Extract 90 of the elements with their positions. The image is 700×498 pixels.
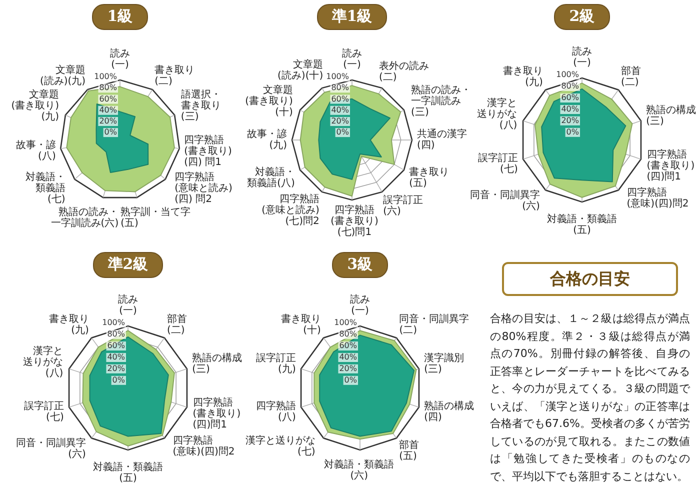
spoke-label: 書き取り (五) bbox=[409, 166, 450, 190]
y-tick-label: 100% bbox=[102, 318, 126, 328]
spoke-label: 語選択・書き取り (三) bbox=[180, 88, 221, 123]
spoke-label: 書き取り (二) bbox=[154, 64, 195, 88]
spoke-label: 共通の漢字 (四) bbox=[417, 128, 467, 152]
y-tick-label: 20% bbox=[107, 364, 126, 374]
spoke-label: 対義語・類義語 (六) bbox=[324, 458, 394, 482]
spoke-label: 文章題 (読み)(九) bbox=[40, 64, 86, 88]
spoke-label: 誤字訂正 (六) bbox=[383, 194, 424, 217]
spoke-label: 誤字訂正 (七) bbox=[478, 152, 518, 176]
y-tick-label: 0% bbox=[104, 128, 118, 137]
spoke-label: 故事・諺 (九) bbox=[247, 128, 288, 152]
y-tick-label: 0% bbox=[566, 127, 580, 136]
y-tick-label: 60% bbox=[107, 341, 126, 350]
spoke-label: 読み (一) bbox=[118, 294, 138, 317]
y-tick-label: 20% bbox=[331, 116, 350, 126]
spoke-label: 熟語の構成 (四) bbox=[424, 400, 474, 424]
y-tick-label: 60% bbox=[339, 341, 358, 350]
y-tick-label: 80% bbox=[331, 83, 350, 92]
spoke-label: 四字熟語 (八) bbox=[256, 400, 296, 424]
spoke-label: 対義語・類義語 (五) bbox=[93, 460, 163, 484]
spoke-label: 漢字と送りがな (七) bbox=[245, 434, 316, 458]
spoke-label: 書き取り (十) bbox=[280, 312, 322, 336]
spoke-label: 対義語・類義語 (五) bbox=[547, 212, 617, 236]
y-tick-label: 0% bbox=[344, 375, 358, 384]
spoke-label: 四字熟語 (意味)(四)問2 bbox=[172, 434, 235, 458]
spoke-label: 部首 (二) bbox=[166, 312, 187, 336]
text: 合格の目安は、１～２級は総得点が満点の80%程度。準２・３級は総得点が満点の70%。別冊付録の解答後、自身の正答率とレーダーチャートを比べてみると、今の力が見えてくる。３級の問題でいえば、「漢字と送りがな」の正答率は合格者でも67.6%。受検者の多くが苦労しているのが見て取れる。またこの数値は「勉強してきた受検者」のものなので、平均以下でも落胆することはない。 bbox=[490, 312, 690, 482]
spoke-label: 誤字訂正 (九) bbox=[256, 352, 296, 375]
y-tick-label: 60% bbox=[561, 93, 580, 102]
chart-title: 3級 bbox=[332, 252, 388, 278]
spoke-label: 熟語の読み・一字訓読み (三) bbox=[411, 84, 472, 118]
spoke-label: 文章題 (読み)(十) bbox=[278, 58, 324, 82]
spoke-label: 四字熟語 (意味と読み) (四) 問2 bbox=[174, 170, 233, 205]
spoke-label: 熟語の読み・一字訓読み(六) bbox=[50, 206, 119, 229]
spoke-label: 四字熟語 (書き取り)(七)問1 bbox=[330, 204, 378, 238]
chart-title: 2級 bbox=[554, 4, 610, 30]
spoke-label: 漢字識別 (三) bbox=[424, 352, 464, 375]
y-tick-label: 100% bbox=[326, 72, 350, 82]
y-tick-label: 20% bbox=[561, 116, 580, 126]
spoke-label: 表外の読み (二) bbox=[378, 60, 429, 84]
spoke-label: 文章題 (書き取り) (九) bbox=[11, 88, 60, 123]
spoke-label: 四字熟語 (書き取り) (四)問1 bbox=[646, 148, 695, 182]
y-tick-label: 80% bbox=[339, 330, 358, 339]
y-tick-label: 40% bbox=[331, 105, 350, 114]
spoke-label: 熟語の構成 (三) bbox=[646, 104, 696, 127]
y-tick-label: 80% bbox=[561, 82, 580, 91]
spoke-label: 対義語・類義語 (七) bbox=[25, 170, 66, 205]
spoke-label: 部首 (五) bbox=[399, 439, 420, 462]
y-tick-label: 100% bbox=[556, 70, 580, 80]
y-tick-label: 20% bbox=[99, 116, 118, 126]
y-tick-label: 40% bbox=[339, 352, 358, 362]
spoke-label: 読み (一) bbox=[350, 294, 370, 317]
spoke-label: 読み (一) bbox=[572, 46, 592, 69]
spoke-label: 対義語・類義語(八) bbox=[247, 166, 296, 190]
spoke-label: 四字熟語 (書き取り) (四)問1 bbox=[192, 396, 241, 430]
spoke-label: 読み (一) bbox=[342, 48, 362, 71]
spoke-label: 漢字と送りがな (八) bbox=[477, 96, 518, 131]
spoke-label: 故事・諺 (八) bbox=[16, 138, 56, 162]
y-tick-label: 100% bbox=[334, 318, 358, 328]
spoke-label: 同音・同訓異字(六) bbox=[470, 188, 540, 212]
y-tick-label: 40% bbox=[99, 105, 118, 114]
chart-title: 準2級 bbox=[92, 252, 164, 278]
y-tick-label: 80% bbox=[99, 83, 118, 92]
y-tick-label: 40% bbox=[107, 352, 126, 362]
y-tick-label: 60% bbox=[99, 94, 118, 104]
y-tick-label: 40% bbox=[561, 104, 580, 114]
chart-title: 準1級 bbox=[316, 4, 388, 30]
spoke-label: 四字熟語 (意味と読み) (七)問2 bbox=[262, 193, 320, 228]
y-tick-label: 80% bbox=[107, 330, 126, 339]
y-tick-label: 100% bbox=[94, 72, 118, 82]
spoke-label: 四字熟語 (意味)(四)問2 bbox=[626, 186, 689, 210]
spoke-label: 漢字と送りがな (八) bbox=[23, 344, 64, 379]
spoke-label: 読み (一) bbox=[110, 48, 130, 71]
chart-title: 1級 bbox=[92, 4, 148, 30]
text: 合格の目安 bbox=[502, 262, 678, 296]
spoke-label: 部首 (二) bbox=[620, 64, 641, 88]
spoke-label: 書き取り (九) bbox=[502, 64, 544, 88]
spoke-label: 誤字訂正 (七) bbox=[24, 400, 64, 424]
y-tick-label: 60% bbox=[331, 94, 350, 104]
spoke-label: 同音・同訓異字 (二) bbox=[399, 312, 470, 336]
spoke-label: 熟語の構成 (三) bbox=[192, 352, 242, 375]
y-tick-label: 0% bbox=[112, 375, 126, 384]
spoke-label: 四字熟語 (書き取り) (四) 問1 bbox=[184, 134, 232, 168]
spoke-label: 文章題 (書き取り) (十) bbox=[245, 84, 293, 118]
y-tick-label: 0% bbox=[336, 128, 350, 137]
y-tick-label: 20% bbox=[339, 364, 358, 374]
spoke-label: 書き取り (九) bbox=[48, 312, 90, 336]
spoke-label: 同音・同訓異字 (六) bbox=[16, 436, 86, 460]
spoke-label: 熟字訓・当て字 (五) bbox=[120, 206, 191, 229]
